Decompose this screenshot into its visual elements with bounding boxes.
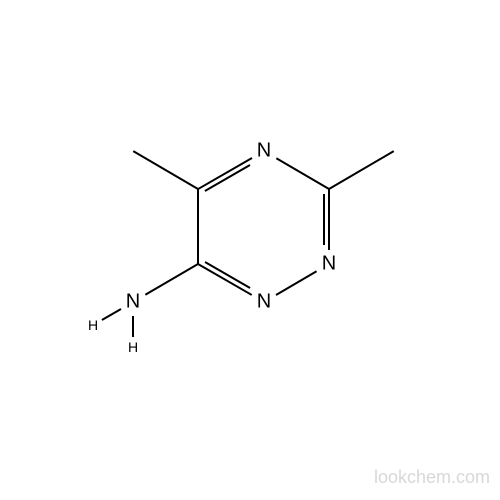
- bond: [204, 261, 250, 289]
- bond: [323, 194, 325, 245]
- bond: [276, 270, 318, 296]
- atom-N4: N: [257, 140, 271, 163]
- bond: [197, 157, 252, 190]
- bond: [198, 263, 253, 296]
- bond: [197, 189, 199, 264]
- atom-N1: N: [257, 291, 271, 314]
- bond: [101, 308, 121, 321]
- atom-H9b: H: [128, 339, 138, 355]
- bond: [328, 150, 394, 190]
- atom-N9: N: [126, 291, 140, 314]
- bond: [204, 164, 250, 192]
- bond: [276, 157, 330, 190]
- bond: [328, 189, 330, 250]
- watermark-text: lookchem.com: [374, 467, 490, 488]
- molecule-canvas: { "image": { "width": 500, "height": 500…: [0, 0, 500, 500]
- bond: [132, 316, 134, 337]
- atom-N2: N: [322, 253, 336, 276]
- bond: [133, 150, 199, 190]
- atom-H9a: H: [88, 317, 98, 333]
- bond: [145, 263, 199, 296]
